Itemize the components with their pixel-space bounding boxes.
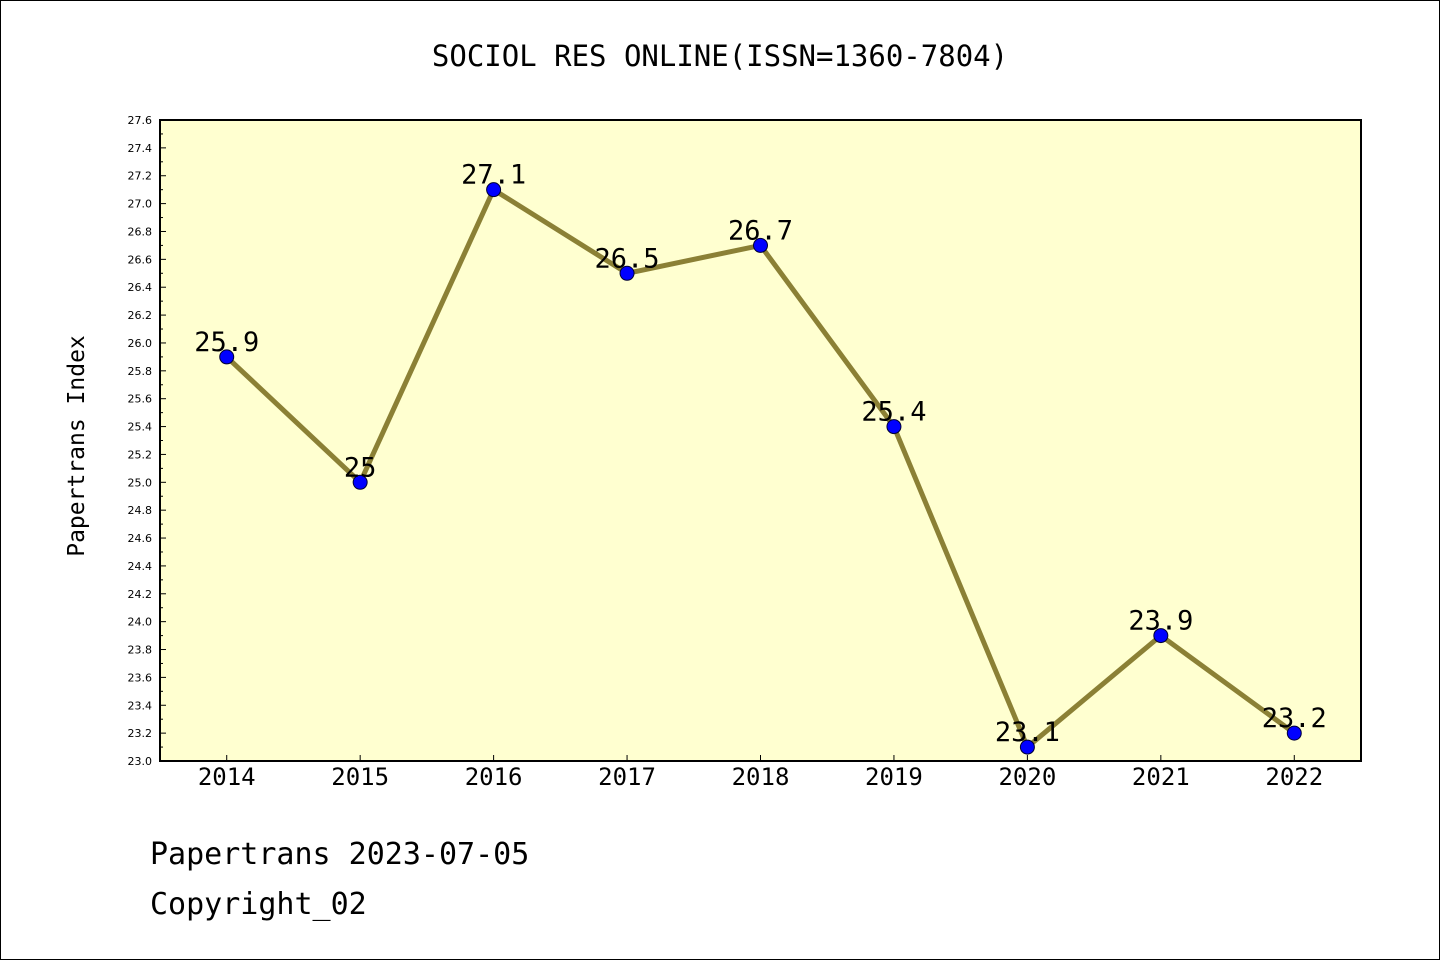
y-tick-label: 23.8 bbox=[128, 644, 153, 657]
x-tick-label: 2020 bbox=[998, 763, 1056, 791]
footer-copyright: Copyright_02 bbox=[150, 887, 367, 922]
data-label: 25.4 bbox=[861, 397, 926, 428]
y-tick-label: 27.6 bbox=[128, 114, 153, 127]
x-tick-label: 2016 bbox=[465, 763, 523, 791]
data-point bbox=[1153, 628, 1169, 644]
x-axis: 2014 2015 2016 2017 2018 2019 2020 2021 2022 bbox=[198, 755, 1323, 791]
data-label: 23.1 bbox=[995, 717, 1060, 748]
y-tick-label: 24.6 bbox=[128, 532, 153, 545]
chart-title: SOCIOL RES ONLINE(ISSN=1360-7804) bbox=[432, 39, 1008, 73]
y-tick-label: 25.6 bbox=[128, 393, 153, 406]
y-tick-label: 23.6 bbox=[128, 671, 153, 684]
footer-date: Papertrans 2023-07-05 bbox=[150, 837, 529, 872]
x-tick-label: 2017 bbox=[598, 763, 656, 791]
data-label: 23.9 bbox=[1128, 606, 1193, 637]
y-tick-label: 26.2 bbox=[128, 309, 153, 322]
data-label: 25.9 bbox=[194, 327, 259, 358]
x-tick-label: 2014 bbox=[198, 763, 256, 791]
y-tick-label: 23.2 bbox=[128, 727, 153, 740]
y-tick-label: 26.8 bbox=[128, 225, 153, 238]
y-tick-label: 26.0 bbox=[128, 337, 153, 350]
y-tick-label: 27.0 bbox=[128, 198, 153, 211]
y-tick-label: 24.0 bbox=[128, 616, 153, 629]
data-point bbox=[886, 419, 902, 435]
y-axis-label: Papertrans Index bbox=[64, 335, 90, 557]
plot-area bbox=[159, 119, 1362, 762]
y-tick-label: 27.4 bbox=[128, 142, 153, 155]
data-label: 26.7 bbox=[728, 215, 793, 246]
data-label: 27.1 bbox=[461, 160, 526, 191]
y-tick-label: 26.6 bbox=[128, 253, 153, 266]
x-tick-label: 2021 bbox=[1132, 763, 1190, 791]
x-tick-label: 2018 bbox=[732, 763, 790, 791]
data-point bbox=[219, 349, 235, 365]
y-tick-label: 25.4 bbox=[128, 421, 153, 434]
y-tick-label: 25.2 bbox=[128, 448, 153, 461]
y-tick-label: 24.8 bbox=[128, 504, 153, 517]
data-point bbox=[619, 265, 635, 281]
y-tick-label: 25.8 bbox=[128, 365, 153, 378]
data-point bbox=[352, 474, 368, 490]
data-label: 25 bbox=[344, 452, 377, 483]
y-tick-label: 27.2 bbox=[128, 170, 153, 183]
y-tick-label: 24.2 bbox=[128, 588, 153, 601]
y-tick-label: 26.4 bbox=[128, 281, 153, 294]
data-point bbox=[1019, 739, 1035, 755]
data-point bbox=[1286, 725, 1302, 741]
data-point bbox=[753, 237, 768, 253]
data-label: 23.2 bbox=[1262, 703, 1327, 734]
x-tick-label: 2019 bbox=[865, 763, 923, 791]
y-tick-label: 25.0 bbox=[128, 476, 153, 489]
y-tick-label: 24.4 bbox=[128, 560, 153, 573]
x-tick-label: 2015 bbox=[331, 763, 389, 791]
y-tick-label: 23.4 bbox=[128, 699, 153, 712]
series bbox=[219, 182, 1302, 755]
y-axis: 23.0 23.2 23.4 23.6 23.8 24.0 24.2 24.4 24.6 24.8… bbox=[128, 114, 166, 768]
data-labels: 25.9 25 27.1 26.5 26.7 25.4 23.1 23.9 23.2 bbox=[194, 160, 1327, 748]
x-tick-label: 2022 bbox=[1265, 763, 1323, 791]
y-tick-label: 23.0 bbox=[128, 755, 153, 768]
data-point bbox=[486, 182, 502, 198]
data-label: 26.5 bbox=[595, 243, 660, 274]
